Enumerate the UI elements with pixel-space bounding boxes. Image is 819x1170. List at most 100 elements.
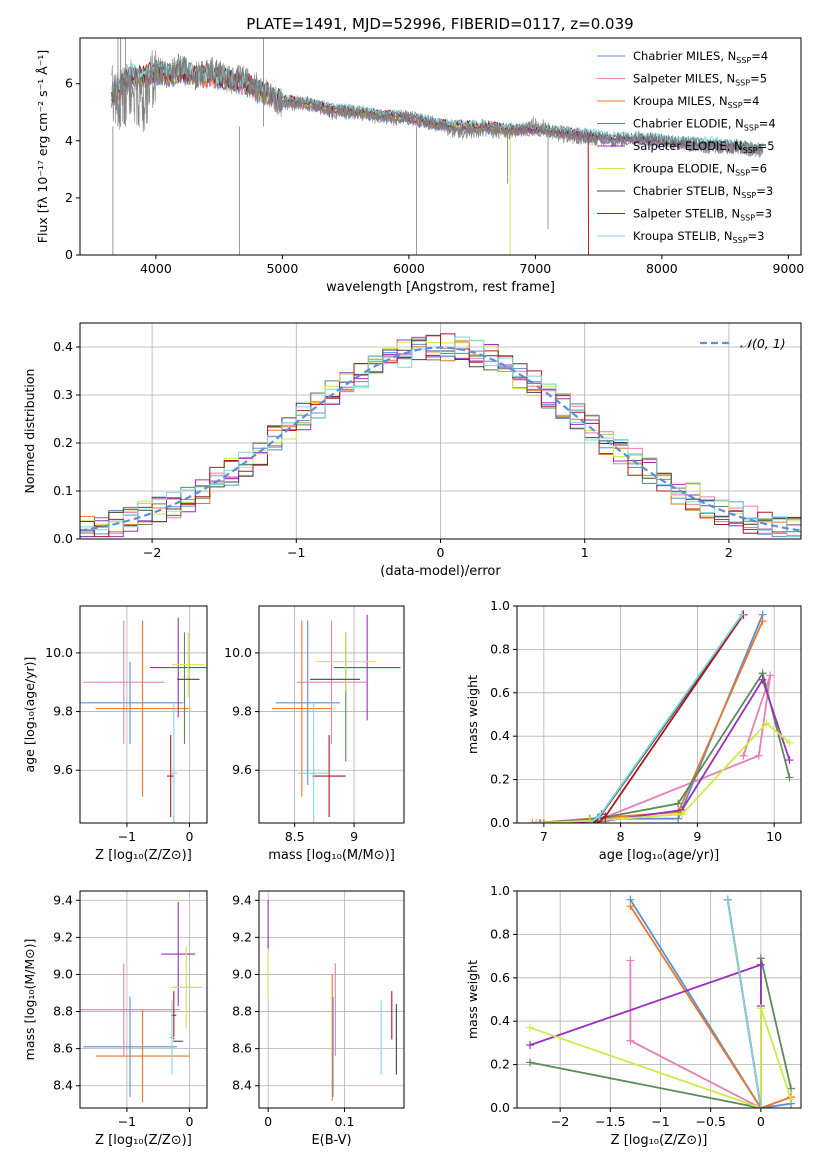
weight-marker — [526, 1058, 535, 1067]
y-tick-label: 9.6 — [232, 762, 252, 777]
y-tick-label: 10.0 — [224, 645, 252, 660]
axes-frame — [258, 605, 405, 824]
legend-subscript: SSP — [741, 191, 756, 200]
y-tick-label: 2 — [65, 190, 73, 205]
weight-line-kroupa-stelib — [726, 899, 762, 1108]
y-tick-label: 0.0 — [490, 815, 510, 830]
y-tick-label: 0.3 — [53, 387, 73, 402]
legend-subscript: SSP — [743, 146, 758, 155]
axes-mass_vs_ebv: 0 0.1 8.4 8.6 8.8 9.0 9.2 9.4 E(B-V) — [232, 890, 405, 1148]
errorbar-point-salpeter-stelib — [312, 735, 346, 818]
weight-marker — [786, 1095, 795, 1104]
y-tick-label: 0.4 — [53, 339, 73, 354]
y-tick-label: 0 — [65, 247, 73, 262]
y-tick-label: 0.6 — [490, 970, 510, 985]
legend-entry: Chabrier ELODIE, NSSP=4 — [633, 117, 776, 133]
plot-area-mass_vs_Z — [80, 902, 202, 1103]
legend-count: =3 — [755, 207, 772, 221]
weight-marker — [536, 819, 545, 823]
errorbar-point-kroupa-miles — [95, 1009, 190, 1103]
x-axis-label: (data-model)/error — [380, 564, 501, 579]
errorbar-point-chabrier-miles — [83, 996, 177, 1097]
weight-marker — [785, 773, 794, 782]
model-line-kroupa-elodie — [111, 61, 511, 255]
x-tick-label: 10 — [766, 829, 782, 844]
y-tick-label: 9.4 — [232, 892, 252, 907]
axes-age_vs_Z: −1 0 9.6 9.8 10.0 Z [log₁₀(Z/Z⊙)] age [log₁₀(a… — [22, 605, 208, 863]
figure-title: PLATE=1491, MJD=52996, FIBERID=0117, z=0… — [246, 15, 633, 33]
y-tick-label: 8.6 — [53, 1041, 73, 1056]
y-tick-label: 0.2 — [490, 772, 510, 787]
y-tick-label: 4 — [65, 133, 73, 148]
x-tick-label: −1 — [651, 1114, 669, 1129]
errorbar-point-kroupa-elodie — [171, 632, 205, 697]
errorbar-point-kroupa-stelib — [170, 702, 177, 823]
y-tick-label: 8.4 — [53, 1078, 73, 1093]
x-tick-label: 4000 — [140, 261, 172, 276]
y-tick-label: 0.4 — [490, 728, 510, 743]
legend-entry: Kroupa ELODIE, NSSP=6 — [633, 162, 767, 178]
axes-frame — [79, 37, 802, 256]
y-tick-label: 10.0 — [45, 645, 73, 660]
x-tick-label: 0.1 — [335, 1114, 355, 1129]
legend-subscript: SSP — [735, 169, 750, 178]
y-tick-label: 9.2 — [232, 929, 252, 944]
x-tick-label: −1 — [118, 1114, 136, 1129]
weight-marker — [754, 751, 763, 760]
y-axis-label: Flux [fλ 10⁻¹⁷ erg cm⁻² s⁻¹ Å⁻¹] — [35, 50, 50, 243]
legend-entry: Salpeter MILES, NSSP=5 — [633, 72, 767, 88]
weight-marker — [756, 1104, 765, 1108]
legend-subscript: SSP — [744, 124, 759, 133]
errorbar-point-chabrier-miles — [80, 661, 184, 744]
legend-subscript: SSP — [736, 56, 751, 65]
axes-frame — [258, 890, 405, 1109]
weight-marker — [758, 675, 767, 684]
x-tick-label: 2 — [725, 545, 733, 560]
axes-spectrum: 4000 5000 6000 7000 8000 9000 0 2 4 6 wavelength [… — [35, 37, 804, 295]
axes-mw_vs_Z: −2 −1.5 −1 −0.5 0 0.0 0.2 0.4 0.6 0.8 1.0 Z [log₁₀(… — [465, 883, 802, 1148]
weight-marker — [532, 819, 541, 823]
errorbar-point-salpeter-elodie — [150, 617, 207, 718]
axes-frame — [516, 605, 802, 824]
x-tick-label: 5000 — [266, 261, 298, 276]
errorbar-point-salpeter-miles — [83, 620, 165, 744]
legend-entry: Salpeter ELODIE, NSSP=5 — [633, 139, 775, 155]
model-line-salpeter-stelib — [111, 60, 589, 255]
weight-marker — [766, 671, 775, 680]
x-tick-label: 8 — [617, 829, 625, 844]
x-tick-label: −1 — [118, 829, 136, 844]
x-tick-label: −2 — [143, 545, 161, 560]
axes-mw_vs_age: 7 8 9 10 0.0 0.2 0.4 0.6 0.8 1.0 age [log₁₀(age/yr… — [465, 598, 802, 863]
x-tick-label: 6000 — [393, 261, 425, 276]
x-tick-label: 0 — [186, 829, 194, 844]
legend-entry: Kroupa MILES, NSSP=4 — [633, 94, 759, 110]
x-tick-label: −0.5 — [696, 1114, 726, 1129]
legend-entry: Chabrier STELIB, NSSP=3 — [633, 184, 773, 200]
y-tick-label: 1.0 — [490, 883, 510, 898]
errorbar-point-kroupa-elodie — [170, 946, 202, 1029]
weight-marker — [785, 756, 794, 765]
legend-count: =5 — [758, 139, 775, 153]
axes-frame — [516, 890, 802, 1109]
errorbar-point-kroupa-elodie — [316, 632, 376, 692]
y-tick-label: 0.2 — [53, 435, 73, 450]
plot-area-spectrum — [111, 38, 764, 255]
weight-marker — [756, 960, 765, 969]
weight-marker — [526, 1041, 535, 1050]
weight-line-salpeter-elodie — [529, 963, 762, 1046]
legend-count: =5 — [750, 72, 767, 86]
y-tick-label: 8.8 — [53, 1004, 73, 1019]
weight-marker — [526, 1023, 535, 1032]
x-axis-label: Z [log₁₀(Z/Z⊙)] — [95, 1133, 192, 1148]
legend-count: =3 — [748, 229, 765, 243]
plot-area-age_vs_Z — [80, 617, 207, 823]
x-axis-label: E(B-V) — [311, 1133, 351, 1148]
errorbar-point-salpeter-elodie — [333, 614, 401, 721]
legend-entry: Salpeter STELIB, NSSP=3 — [633, 207, 772, 223]
errorbar-point-kroupa-miles — [272, 620, 332, 797]
legend-count: =4 — [759, 117, 776, 131]
weight-marker — [762, 719, 771, 728]
errorbar-point-kroupa-stelib — [298, 702, 330, 823]
y-tick-label: 0.4 — [490, 1013, 510, 1028]
y-tick-label: 0.6 — [490, 685, 510, 700]
